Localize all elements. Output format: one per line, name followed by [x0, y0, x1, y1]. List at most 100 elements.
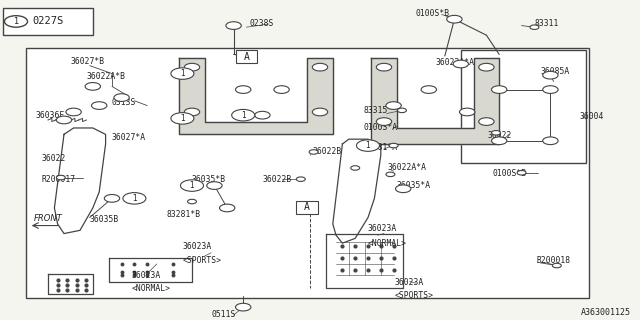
Text: 1: 1: [132, 194, 137, 203]
Text: 83281*B: 83281*B: [166, 210, 200, 219]
Text: 1: 1: [180, 114, 185, 123]
FancyBboxPatch shape: [296, 201, 318, 214]
Text: 36036F: 36036F: [35, 111, 65, 120]
Circle shape: [492, 131, 500, 135]
Text: R200018: R200018: [536, 256, 570, 265]
Text: 36023A: 36023A: [368, 224, 397, 233]
Circle shape: [104, 195, 120, 202]
Circle shape: [351, 166, 360, 170]
Circle shape: [543, 86, 558, 93]
Text: 0227S: 0227S: [33, 16, 63, 27]
Circle shape: [66, 108, 81, 116]
Bar: [461, 50, 586, 163]
Text: 1: 1: [189, 181, 195, 190]
FancyBboxPatch shape: [3, 8, 93, 35]
Circle shape: [312, 63, 328, 71]
Text: 36085A: 36085A: [541, 68, 570, 76]
Text: 36035B: 36035B: [90, 215, 119, 224]
Text: <NORMAL>: <NORMAL>: [368, 239, 407, 248]
Text: 36035*A: 36035*A: [397, 181, 431, 190]
Circle shape: [386, 172, 395, 177]
Text: 36022: 36022: [488, 131, 512, 140]
Text: 36027*B: 36027*B: [70, 57, 104, 66]
Circle shape: [171, 68, 194, 79]
Circle shape: [421, 86, 436, 93]
Text: 0100S*B: 0100S*B: [416, 9, 450, 18]
Text: 1: 1: [241, 111, 246, 120]
Circle shape: [207, 182, 222, 189]
Text: 36004: 36004: [579, 112, 604, 121]
Circle shape: [552, 263, 561, 268]
Circle shape: [56, 116, 72, 124]
Circle shape: [543, 71, 558, 79]
Circle shape: [226, 22, 241, 29]
Text: <SPORTS>: <SPORTS>: [182, 256, 221, 265]
Bar: [26, 48, 589, 298]
Text: 83281*A: 83281*A: [364, 143, 397, 152]
Text: 0100S*A: 0100S*A: [364, 124, 397, 132]
Circle shape: [447, 15, 462, 23]
Circle shape: [309, 150, 318, 154]
Circle shape: [274, 86, 289, 93]
Circle shape: [397, 108, 406, 113]
Circle shape: [220, 204, 235, 212]
Circle shape: [479, 118, 494, 125]
Circle shape: [530, 25, 539, 29]
Circle shape: [255, 111, 270, 119]
Circle shape: [479, 63, 494, 71]
Circle shape: [56, 175, 65, 180]
Circle shape: [396, 185, 411, 193]
Circle shape: [356, 140, 380, 151]
Text: 0238S: 0238S: [250, 19, 274, 28]
Circle shape: [236, 86, 251, 93]
Circle shape: [517, 171, 526, 175]
Circle shape: [492, 86, 507, 93]
Text: 0100S*B: 0100S*B: [493, 169, 527, 178]
Circle shape: [236, 303, 251, 311]
Circle shape: [543, 137, 558, 145]
Circle shape: [386, 102, 401, 109]
Circle shape: [232, 109, 255, 121]
Circle shape: [453, 60, 468, 68]
Circle shape: [188, 199, 196, 204]
Circle shape: [85, 83, 100, 90]
Text: 36022: 36022: [42, 154, 66, 163]
Text: 1: 1: [365, 141, 371, 150]
Text: 0511S: 0511S: [211, 310, 236, 319]
Text: R200017: R200017: [42, 175, 76, 184]
Text: 36023A: 36023A: [182, 242, 212, 251]
Circle shape: [312, 108, 328, 116]
Circle shape: [296, 177, 305, 181]
Circle shape: [123, 193, 146, 204]
Text: 36023A: 36023A: [131, 271, 161, 280]
Text: 36022A*B: 36022A*B: [86, 72, 125, 81]
Circle shape: [376, 63, 392, 71]
Circle shape: [184, 108, 200, 116]
Text: 36022A*A: 36022A*A: [435, 58, 474, 67]
Text: 36022B: 36022B: [312, 147, 342, 156]
Text: 1: 1: [13, 17, 19, 26]
Text: 36022A*A: 36022A*A: [387, 164, 426, 172]
Circle shape: [114, 94, 129, 101]
Circle shape: [4, 16, 28, 27]
FancyBboxPatch shape: [236, 50, 257, 63]
Polygon shape: [179, 58, 333, 134]
Text: <NORMAL>: <NORMAL>: [131, 284, 170, 293]
Text: 36022B: 36022B: [262, 175, 292, 184]
Polygon shape: [371, 58, 499, 144]
Circle shape: [492, 137, 507, 145]
Text: 83311: 83311: [534, 19, 559, 28]
Circle shape: [184, 63, 200, 71]
Text: <SPORTS>: <SPORTS>: [395, 292, 434, 300]
Circle shape: [376, 118, 392, 125]
Text: 1: 1: [180, 69, 185, 78]
Circle shape: [389, 143, 398, 148]
Circle shape: [460, 108, 475, 116]
Circle shape: [171, 113, 194, 124]
Text: 83315: 83315: [364, 106, 388, 115]
Text: FRONT: FRONT: [34, 214, 62, 223]
Circle shape: [180, 180, 204, 191]
Text: 36027*A: 36027*A: [112, 133, 146, 142]
Text: 0313S: 0313S: [112, 98, 136, 107]
Text: A: A: [243, 52, 250, 62]
